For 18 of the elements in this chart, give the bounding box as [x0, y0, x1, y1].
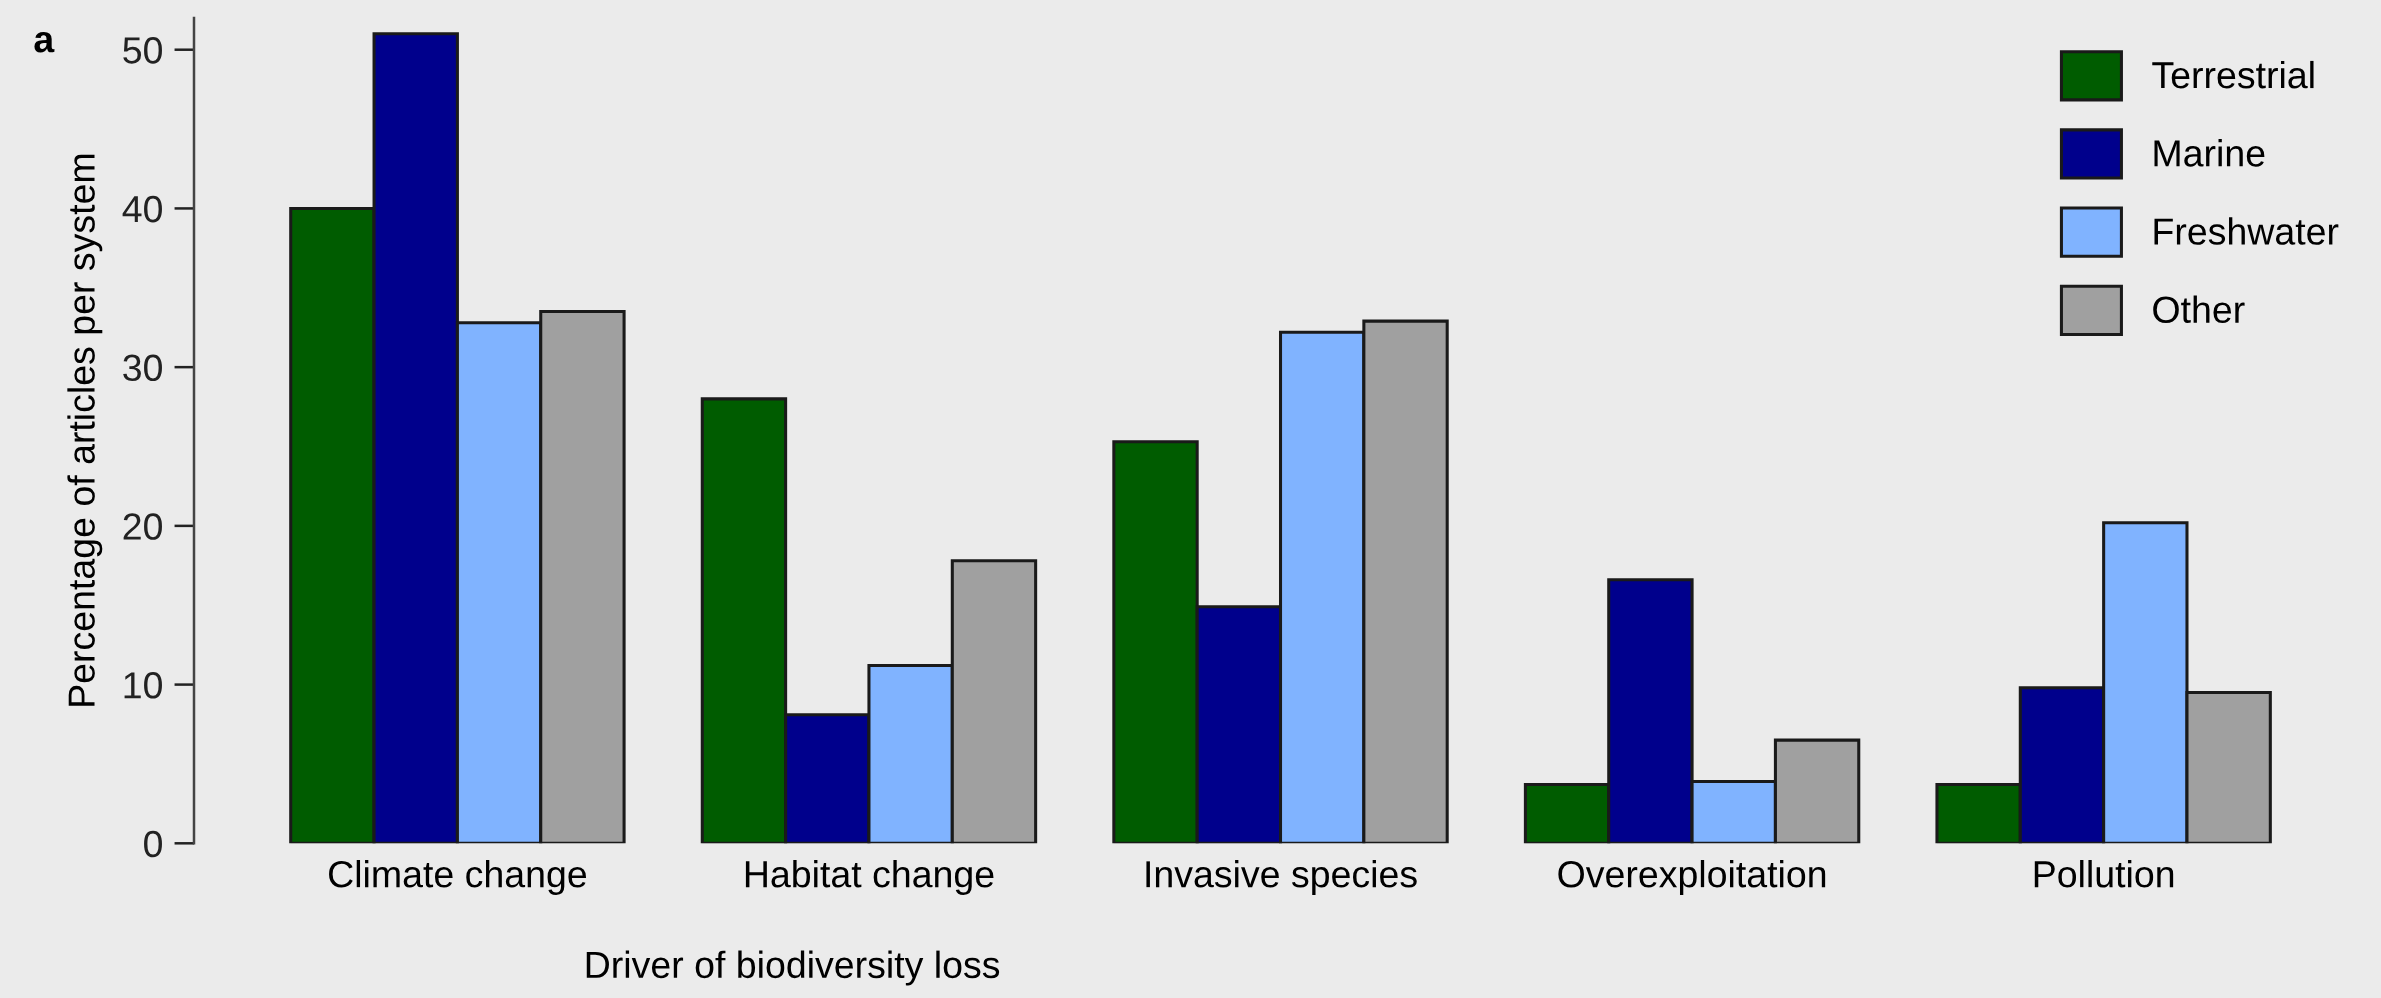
y-tick-label: 20 [123, 513, 162, 540]
y-tick-label: 50 [123, 37, 162, 64]
x-tick-label: Habitat change [745, 859, 994, 895]
y-tick-label: 10 [124, 671, 162, 699]
x-tick-label: Pollution [2034, 859, 2174, 888]
y-tick-label: 0 [144, 830, 162, 858]
legend-label: Terrestrial [2152, 60, 2314, 89]
y-axis-title: Percentage of articles per system [67, 154, 103, 706]
x-tick-label: Climate change [329, 859, 587, 895]
legend-label: Other [2153, 295, 2245, 324]
x-tick-label: Overexploitation [1558, 859, 1826, 895]
y-tick-label: 40 [122, 195, 162, 223]
text: a [34, 31, 55, 53]
legend-label: Marine [2154, 139, 2265, 167]
legend-label: Freshwater [2154, 217, 2339, 245]
y-tick-label: 30 [123, 354, 162, 382]
x-axis-title: Driver of biodiversity loss [586, 950, 1000, 986]
x-tick-label: Invasive species [1146, 859, 1417, 895]
